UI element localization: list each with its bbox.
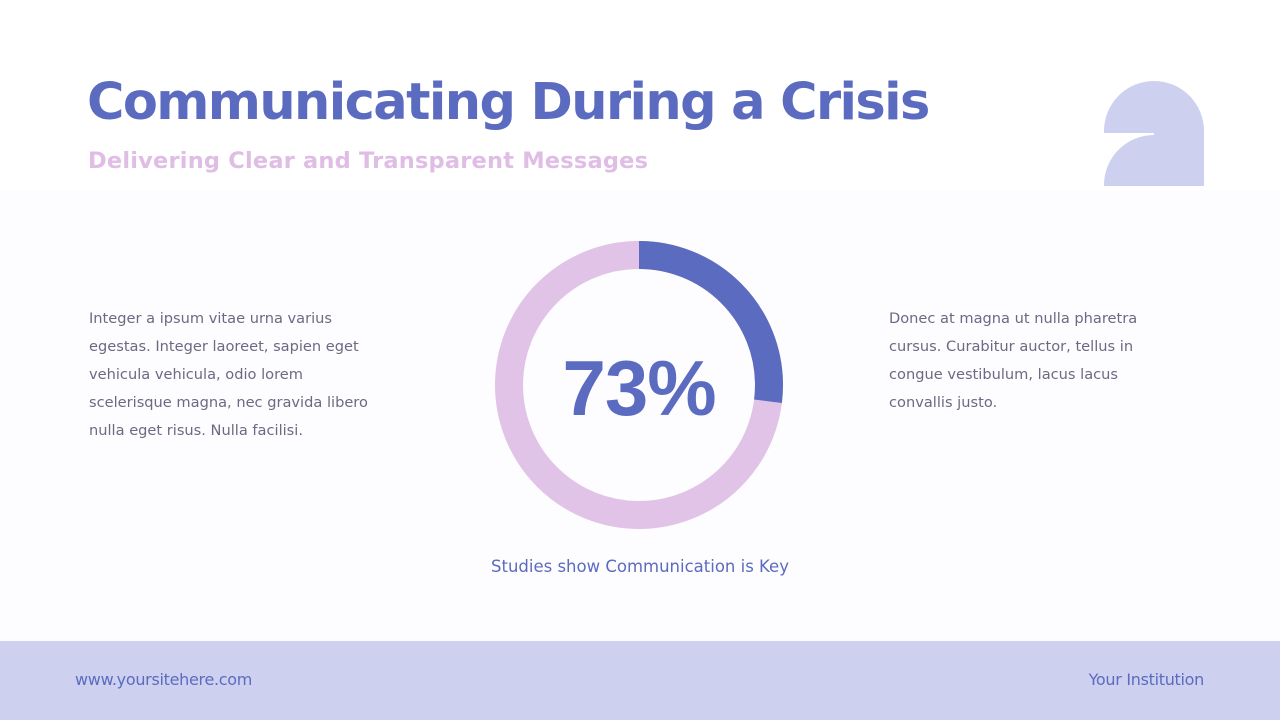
footer-bar: www.yoursitehere.com Your Institution <box>0 641 1280 720</box>
footer-institution: Your Institution <box>1088 670 1205 689</box>
stat-caption: Studies show Communication is Key <box>491 557 789 576</box>
slide-subtitle: Delivering Clear and Transparent Message… <box>88 148 649 174</box>
footer-website-link[interactable]: www.yoursitehere.com <box>75 670 253 689</box>
decorative-arch-shape-icon <box>1104 81 1204 186</box>
slide-title: Communicating During a Crisis <box>87 73 930 132</box>
left-paragraph: Integer a ipsum vitae urna varius egesta… <box>89 310 368 439</box>
right-paragraph: Donec at magna ut nulla pharetra cursus.… <box>889 310 1138 411</box>
donut-highlight-arc <box>495 241 783 529</box>
donut-chart <box>495 241 783 529</box>
stat-value: 73% <box>562 344 716 432</box>
